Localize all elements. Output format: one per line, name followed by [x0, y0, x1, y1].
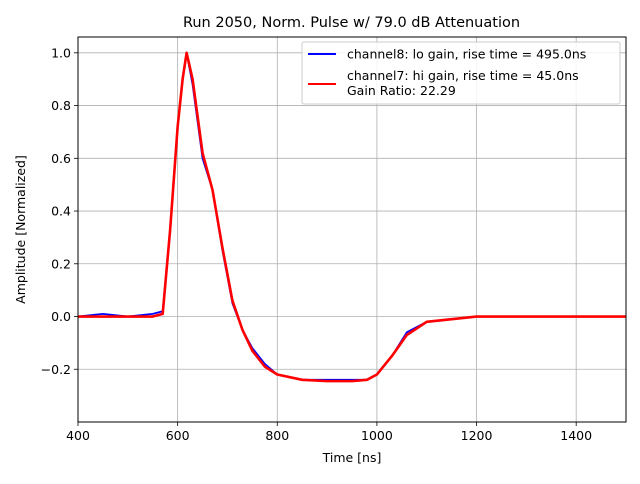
y-tick-label: 0.6 — [51, 151, 71, 166]
x-axis-label: Time [ns] — [322, 450, 382, 465]
series-line-channel7 — [78, 51, 626, 383]
legend: channel8: lo gain, rise time = 495.0ns c… — [301, 41, 621, 105]
legend-label-gain-ratio: Gain Ratio: 22.29 — [347, 83, 456, 98]
chart-title: Run 2050, Norm. Pulse w/ 79.0 dB Attenua… — [183, 15, 520, 31]
y-tick-label: 0.4 — [51, 204, 71, 219]
x-tick-label: 400 — [66, 428, 90, 443]
y-tick-label: 0.2 — [51, 256, 71, 271]
x-tick-label: 1400 — [560, 428, 592, 443]
y-tick-label: −0.2 — [41, 362, 71, 377]
grid — [77, 37, 626, 422]
legend-label-channel8: channel8: lo gain, rise time = 495.0ns — [347, 47, 586, 62]
series-layer — [77, 51, 626, 383]
plot-frame — [77, 36, 627, 423]
legend-label-channel7: channel7: hi gain, rise time = 45.0ns — [347, 68, 579, 83]
y-tick-label: 1.0 — [51, 45, 71, 60]
ticks: 400 600 800 1000 1200 1400 −0.2 0.0 0.2 0.4 0.6 0.8… — [41, 45, 592, 443]
y-axis-label: Amplitude [Normalized] — [13, 155, 28, 304]
x-tick-label: 1000 — [361, 428, 393, 443]
x-tick-label: 800 — [265, 428, 289, 443]
y-tick-label: 0.0 — [51, 309, 71, 324]
x-tick-label: 1200 — [461, 428, 493, 443]
y-tick-label: 0.8 — [51, 98, 71, 113]
legend-box — [301, 41, 621, 105]
x-tick-label: 600 — [166, 428, 190, 443]
